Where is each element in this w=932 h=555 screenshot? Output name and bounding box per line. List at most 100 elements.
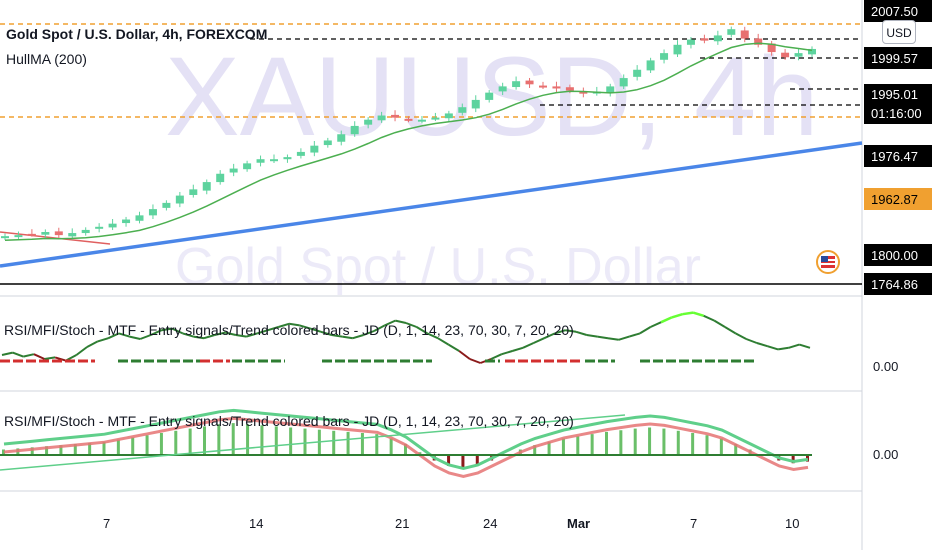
time-axis[interactable]: 7 14 21 24 Mar 7 10 xyxy=(103,516,799,531)
candle-body xyxy=(391,114,400,118)
price-label: 2007.50 xyxy=(871,4,918,19)
histogram-bar xyxy=(45,446,49,455)
candle-body xyxy=(754,38,763,45)
candle-body xyxy=(700,38,709,41)
histogram-bar xyxy=(590,434,594,455)
time-tick: 7 xyxy=(690,516,697,531)
candle-body xyxy=(377,115,386,121)
hullma-line[interactable] xyxy=(4,42,813,242)
candle-body xyxy=(740,30,749,39)
oscillator-1-segment xyxy=(405,322,417,328)
oscillator-1-segment xyxy=(246,332,258,338)
candle-body xyxy=(512,81,521,88)
oscillator-1-segment xyxy=(54,356,67,362)
candle-body xyxy=(417,119,426,122)
oscillator-1-segment xyxy=(363,330,375,336)
oscillator-1-legend[interactable]: RSI/MFI/Stoch - MTF - Entry signals/Tren… xyxy=(4,322,574,338)
histogram-bar xyxy=(533,445,537,455)
candle-body xyxy=(41,232,50,235)
oscillator-1-segment xyxy=(203,334,215,340)
price-tag-bg-5 xyxy=(864,188,932,210)
indicator-legend-hullma[interactable]: HullMA (200) xyxy=(6,51,87,67)
oscillator-1-segment xyxy=(33,353,45,360)
price-label: 1800.00 xyxy=(871,248,918,263)
histogram-bar xyxy=(303,428,307,455)
time-tick: 7 xyxy=(103,516,110,531)
oscillator-1-segment xyxy=(395,319,407,324)
candle-body xyxy=(713,35,722,42)
us-flag-icon[interactable] xyxy=(816,250,840,274)
candle-body xyxy=(95,226,104,229)
oscillator-2-value: 0.00 xyxy=(873,447,898,462)
blue-trendline[interactable] xyxy=(0,141,863,268)
histogram-bar xyxy=(346,431,350,455)
oscillator-1-segment xyxy=(44,356,56,360)
oscillator-1-segment xyxy=(118,332,130,338)
oscillator-1-segment xyxy=(692,311,705,317)
oscillator-1-segment xyxy=(97,337,109,343)
oscillator-2-legend[interactable]: RSI/MFI/Stoch - MTF - Entry signals/Tren… xyxy=(4,413,574,429)
symbol-title[interactable]: Gold Spot / U.S. Dollar, 4h, FOREXCOM xyxy=(6,26,268,42)
histogram-bar xyxy=(360,433,364,455)
candle-body xyxy=(296,151,305,156)
candle-body xyxy=(606,86,615,93)
price-axis[interactable]: 2007.50 1999.57 1995.01 01:16:00 1976.47… xyxy=(864,0,932,295)
oscillator-1-segment xyxy=(522,342,534,349)
histogram-bar xyxy=(633,428,637,455)
candle-body xyxy=(498,86,507,92)
oscillator-1-segment xyxy=(150,329,162,336)
oscillator-1-segment xyxy=(1,351,13,356)
histogram-bar xyxy=(461,455,465,469)
histogram-bar xyxy=(791,455,795,464)
candle-body xyxy=(283,157,292,160)
candle-body xyxy=(27,233,36,236)
countdown-label: 01:16:00 xyxy=(871,106,922,121)
candle-body xyxy=(686,39,695,45)
histogram-bar xyxy=(561,438,565,455)
oscillator-1-segment xyxy=(182,332,194,338)
oscillator-1-segment xyxy=(256,329,269,335)
oscillator-1-plot[interactable] xyxy=(0,311,811,364)
oscillator-1-segment xyxy=(299,324,311,330)
oscillator-1-segment xyxy=(586,334,598,338)
oscillator-1-segment xyxy=(225,331,237,336)
histogram-bar xyxy=(231,423,235,455)
histogram-bar xyxy=(705,435,709,455)
candle-body xyxy=(646,60,655,71)
price-tag-bg-4 xyxy=(864,145,932,167)
candle-body xyxy=(108,223,117,228)
oscillator-2-plot[interactable] xyxy=(0,408,812,479)
oscillator-1-segment xyxy=(554,329,566,335)
oscillator-1-segment xyxy=(682,311,694,316)
candle-body xyxy=(122,219,131,224)
histogram-bar xyxy=(2,449,5,455)
oscillator-1-segment xyxy=(512,346,524,352)
histogram-bar xyxy=(102,441,106,455)
candle-series[interactable] xyxy=(1,26,816,241)
oscillator-1-segment xyxy=(171,327,184,335)
time-tick: Mar xyxy=(567,516,590,531)
histogram-bar xyxy=(188,428,192,455)
oscillator-1-segment xyxy=(437,337,450,346)
time-tick: 21 xyxy=(395,516,409,531)
histogram-bar xyxy=(203,426,206,455)
candle-body xyxy=(256,159,265,163)
histogram-bar xyxy=(131,437,135,455)
oscillator-1-segment xyxy=(267,326,279,332)
oscillator-1-segment xyxy=(618,335,630,341)
price-tag-bg-3 xyxy=(864,84,932,124)
oscillator-1-segment xyxy=(724,326,737,335)
histogram-bar xyxy=(274,426,278,455)
candle-body xyxy=(81,229,90,234)
histogram-bar xyxy=(174,430,178,455)
oscillator-1-segment xyxy=(193,335,205,340)
oscillator-1-segment xyxy=(767,345,779,351)
histogram-bar xyxy=(734,444,738,455)
oscillator-1-segment xyxy=(373,324,386,332)
currency-button[interactable]: USD xyxy=(882,20,916,44)
histogram-bar xyxy=(88,442,92,455)
oscillator-1-value: 0.00 xyxy=(873,359,898,374)
oscillator-1-segment xyxy=(788,343,800,349)
